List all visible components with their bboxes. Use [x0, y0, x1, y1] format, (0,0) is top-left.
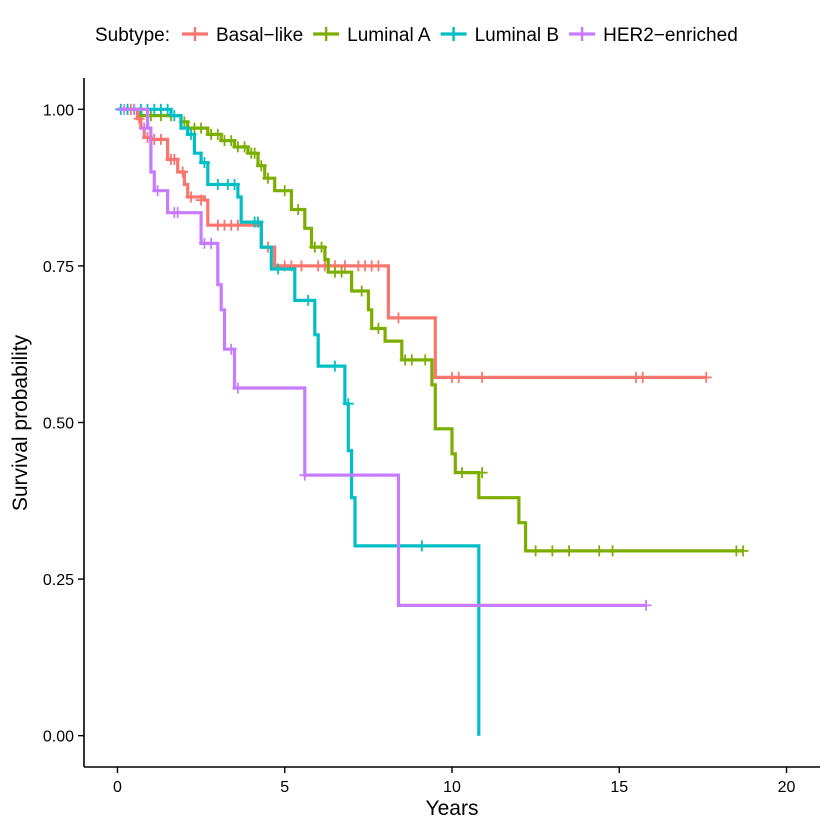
censor-mark — [563, 545, 575, 557]
censor-mark — [185, 191, 197, 203]
censor-mark — [637, 371, 649, 383]
x-axis-label: Years — [426, 797, 479, 820]
censor-mark — [195, 122, 207, 134]
y-tick-label: 0.00 — [43, 729, 74, 746]
censor-mark — [249, 147, 261, 159]
censor-mark — [152, 185, 164, 197]
legend-item-luminal-b: Luminal B — [440, 25, 560, 46]
y-tick-label: 0.75 — [43, 259, 74, 276]
censor-mark — [252, 216, 264, 228]
censor-mark — [262, 172, 274, 184]
x-tick-label: 0 — [113, 779, 122, 796]
censor-mark — [205, 237, 217, 249]
censor-mark — [225, 135, 237, 147]
censor-mark — [356, 285, 368, 297]
censor-mark — [416, 540, 428, 552]
censor-mark — [212, 178, 224, 190]
censor-mark — [138, 122, 150, 134]
censor-mark — [392, 312, 404, 324]
censor-mark — [342, 398, 354, 410]
censor-mark — [225, 343, 237, 355]
censor-mark — [419, 354, 431, 366]
censor-mark — [232, 219, 244, 231]
x-tick-label: 5 — [280, 779, 289, 796]
survival-curve-luminal-b — [117, 107, 481, 736]
censor-mark — [279, 185, 291, 197]
censor-mark — [118, 103, 130, 115]
y-ticks: 0.00 0.25 0.50 0.75 1.00 — [43, 102, 84, 746]
legend-label: HER2−enriched — [603, 25, 738, 46]
legend-label: Basal−like — [216, 25, 303, 46]
legend-item-her2-enriched: HER2−enriched — [569, 25, 738, 46]
censor-mark — [476, 467, 488, 479]
censor-mark — [212, 128, 224, 140]
x-ticks: 0 5 10 15 20 — [113, 767, 796, 796]
censor-mark — [530, 545, 542, 557]
x-tick-label: 20 — [778, 779, 796, 796]
censor-mark — [640, 599, 652, 611]
censor-mark — [700, 371, 712, 383]
y-tick-label: 0.50 — [43, 416, 74, 433]
survival-curve-luminal-a — [117, 107, 744, 553]
censor-mark — [316, 241, 328, 253]
censor-mark — [177, 166, 189, 178]
censor-mark — [155, 133, 167, 145]
censor-mark — [737, 545, 749, 557]
censor-mark — [229, 178, 241, 190]
legend-title: Subtype: — [95, 25, 170, 46]
censor-mark — [232, 382, 244, 394]
x-tick-label: 15 — [610, 779, 628, 796]
censor-mark — [239, 141, 251, 153]
censor-mark — [128, 103, 140, 115]
series-her2-enriched — [117, 103, 652, 611]
x-tick-label: 10 — [443, 779, 461, 796]
censor-mark — [339, 260, 351, 272]
censor-mark — [372, 323, 384, 335]
censor-mark — [195, 194, 207, 206]
survival-curves — [115, 103, 749, 736]
censor-mark — [168, 110, 180, 122]
censor-mark — [456, 467, 468, 479]
censor-mark — [302, 294, 314, 306]
censor-mark — [185, 128, 197, 140]
censor-mark — [272, 263, 284, 275]
legend-label: Luminal A — [347, 25, 431, 46]
censor-mark — [295, 260, 307, 272]
censor-mark — [329, 360, 341, 372]
censor-mark — [546, 545, 558, 557]
censor-mark — [162, 103, 174, 115]
series-luminal-a — [117, 103, 749, 557]
censor-mark — [476, 371, 488, 383]
legend-label: Luminal B — [475, 25, 560, 46]
censor-mark — [336, 266, 348, 278]
legend: Subtype: Basal−like Luminal A Luminal B HER… — [95, 25, 738, 46]
censor-mark — [453, 371, 465, 383]
censor-mark — [168, 153, 180, 165]
censor-mark — [372, 260, 384, 272]
censor-mark — [299, 469, 311, 481]
legend-item-basal-like: Basal−like — [182, 25, 303, 46]
censor-mark — [198, 157, 210, 169]
series-luminal-b — [115, 103, 481, 736]
censor-mark — [593, 545, 605, 557]
y-tick-label: 1.00 — [43, 102, 74, 119]
censor-mark — [133, 113, 145, 125]
censor-mark — [292, 204, 304, 216]
censor-mark — [255, 160, 267, 172]
censor-mark — [172, 207, 184, 219]
axes — [83, 78, 820, 768]
survival-curve-her2-enriched — [117, 107, 646, 607]
y-axis-label: Survival probability — [9, 334, 32, 511]
legend-item-luminal-a: Luminal A — [313, 25, 431, 46]
censor-mark — [607, 545, 619, 557]
y-tick-label: 0.25 — [43, 572, 74, 589]
censor-mark — [406, 354, 418, 366]
